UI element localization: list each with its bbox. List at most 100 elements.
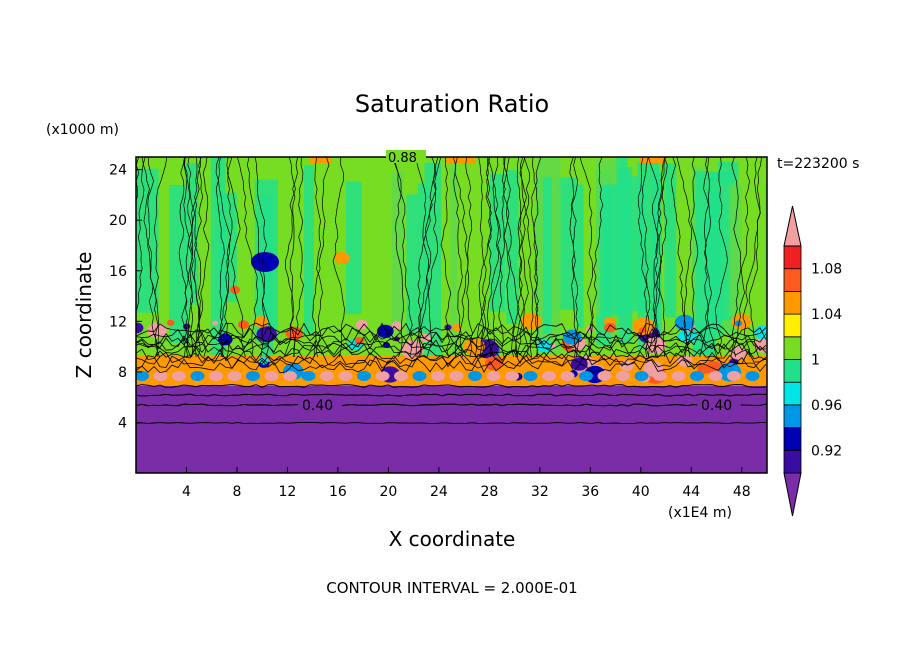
turbulent-blob bbox=[521, 312, 542, 330]
y-tick-label: 20 bbox=[109, 213, 127, 229]
streak bbox=[622, 176, 646, 312]
contour-line bbox=[530, 157, 544, 358]
top-blob bbox=[640, 157, 666, 163]
cloud-base-cell bbox=[579, 371, 593, 381]
upper-blob bbox=[334, 252, 350, 264]
streak bbox=[576, 184, 584, 329]
x-tick-label: 12 bbox=[279, 484, 297, 500]
contour-line bbox=[699, 157, 713, 358]
cloud-base-cell bbox=[708, 371, 723, 381]
contour-line bbox=[136, 422, 766, 424]
contour-line bbox=[254, 157, 267, 358]
x-tick-label: 28 bbox=[480, 484, 498, 500]
contour-line bbox=[136, 354, 767, 370]
contour-line bbox=[415, 157, 430, 358]
contour-line bbox=[742, 157, 761, 358]
streak bbox=[506, 170, 519, 324]
cloud-base-cell bbox=[172, 371, 186, 381]
streak bbox=[543, 176, 552, 334]
x-tick-label: 36 bbox=[581, 484, 599, 500]
cloud-base-cell bbox=[727, 371, 741, 381]
contour-line bbox=[733, 157, 750, 358]
streak bbox=[599, 186, 612, 326]
y-unit-label: (x1000 m) bbox=[46, 122, 119, 138]
contour-line bbox=[184, 157, 202, 358]
cloud-base-cell bbox=[449, 371, 464, 381]
cloud-base-cell bbox=[634, 371, 649, 381]
cloud-base-cell bbox=[136, 371, 149, 381]
colorbar-swatch bbox=[783, 245, 802, 270]
plot-frame bbox=[135, 156, 768, 474]
contour-line bbox=[136, 403, 767, 407]
colorbar-label: 1 bbox=[811, 353, 820, 369]
streak bbox=[664, 163, 677, 318]
contour-line bbox=[183, 157, 207, 358]
colorbar: 1.08 1.04 1 0.96 0.92 bbox=[783, 205, 842, 517]
upper-blob bbox=[251, 252, 279, 272]
contour-line bbox=[136, 338, 767, 354]
contour-line bbox=[487, 157, 505, 358]
turbulent-blob bbox=[166, 319, 175, 326]
cloud-base-cell bbox=[283, 371, 297, 381]
cloud-base-cell bbox=[338, 371, 353, 381]
contour-label-left: 0.40 bbox=[302, 398, 333, 414]
contour-label-bg-left bbox=[298, 398, 342, 413]
cloud-base-cell bbox=[394, 371, 408, 381]
contour-line bbox=[517, 157, 529, 358]
colorbar-swatch bbox=[783, 381, 802, 406]
y-tick-label: 4 bbox=[118, 415, 127, 431]
colorbar-swatch bbox=[783, 313, 802, 338]
turbulent-blob bbox=[674, 314, 695, 331]
cloud-base-cell bbox=[357, 371, 371, 381]
streak bbox=[424, 162, 442, 356]
contour-line bbox=[136, 157, 148, 357]
colorbar-label: 0.96 bbox=[811, 398, 842, 414]
cloud-base-cell bbox=[431, 371, 445, 381]
cloud-base-cell bbox=[745, 371, 760, 381]
contour-line bbox=[481, 157, 492, 358]
streak bbox=[406, 194, 418, 334]
cloud-base-cell bbox=[486, 371, 501, 381]
contour-line bbox=[183, 157, 193, 358]
upper-blob bbox=[230, 286, 240, 294]
contour-line bbox=[588, 157, 604, 358]
contour-label-top: 0.88 bbox=[388, 151, 417, 166]
streak bbox=[728, 185, 742, 315]
contour-line bbox=[392, 157, 413, 358]
cloud-base-cell bbox=[209, 371, 223, 381]
streak bbox=[391, 171, 403, 326]
contour-line bbox=[246, 157, 272, 358]
colorbar-label: 1.08 bbox=[811, 262, 842, 278]
turbulent-blob bbox=[136, 322, 144, 334]
chart-title: Saturation Ratio bbox=[355, 90, 549, 118]
top-blob bbox=[310, 157, 332, 163]
x-unit-label: (x1E4 m) bbox=[668, 505, 732, 521]
y-tick-label: 16 bbox=[109, 264, 127, 280]
contour-line bbox=[417, 157, 441, 358]
streak bbox=[764, 182, 767, 309]
streak bbox=[304, 165, 314, 334]
contour-line bbox=[465, 157, 473, 358]
streak bbox=[136, 168, 159, 313]
turbulent-blob bbox=[238, 320, 250, 330]
streak bbox=[261, 196, 273, 360]
contour-line bbox=[426, 157, 438, 358]
turbulent-blob bbox=[159, 352, 170, 361]
y-tick-label: 24 bbox=[109, 163, 127, 179]
contour-line bbox=[515, 157, 530, 358]
top-blob bbox=[445, 157, 475, 164]
x-tick-label: 48 bbox=[733, 484, 751, 500]
contour-label-right: 0.40 bbox=[701, 398, 732, 414]
contour-line bbox=[136, 393, 767, 397]
cloud-base-cell bbox=[690, 371, 704, 381]
streak bbox=[450, 161, 457, 356]
streak bbox=[218, 192, 237, 303]
contour-line bbox=[730, 157, 742, 358]
y-axis-ticks: 4 8 12 16 20 24 bbox=[109, 163, 142, 431]
turbulent-blob bbox=[562, 329, 582, 345]
colorbar-swatch bbox=[783, 290, 802, 315]
contour-line bbox=[293, 157, 304, 358]
contour-line bbox=[530, 157, 539, 358]
colorbar-label: 1.04 bbox=[811, 307, 842, 323]
dry-layer-fill bbox=[136, 385, 767, 473]
